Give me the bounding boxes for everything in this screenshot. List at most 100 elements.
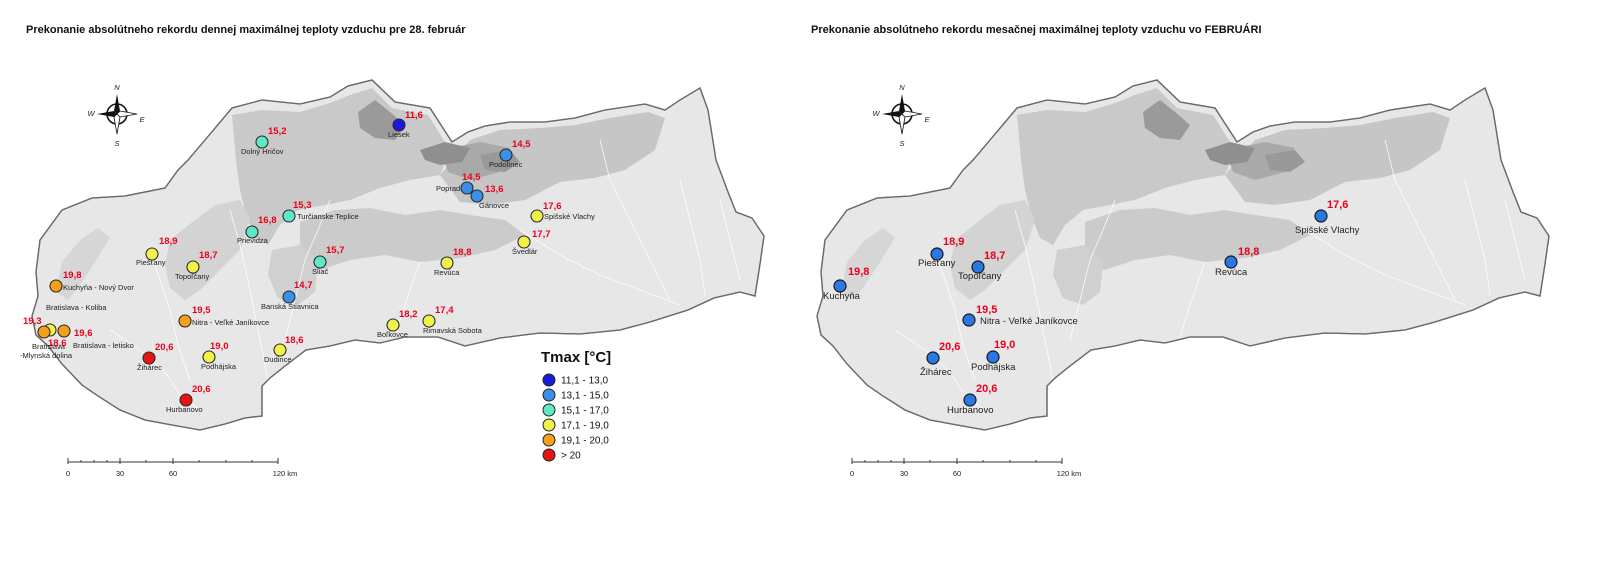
station-value: 15,3: [293, 200, 312, 211]
station-dot: [49, 279, 63, 293]
station-value: 18,9: [159, 236, 178, 247]
legend-label: 15,1 - 17,0: [561, 406, 609, 417]
station-marker: 11,6 Liesek: [388, 110, 423, 139]
station-value: 19,0: [994, 339, 1015, 351]
station-value: 18,7: [199, 250, 218, 261]
station-name: Švedlár: [512, 247, 538, 256]
legend-item: 19,1 - 20,0: [542, 433, 609, 447]
station-value: 19,8: [63, 270, 82, 281]
station-value: 16,8: [258, 215, 277, 226]
station-value: 15,2: [268, 126, 287, 137]
legend-item: 13,1 - 15,0: [542, 388, 609, 402]
station-marker: 15,2 Dolný Hričov: [241, 126, 287, 156]
station-dot: [470, 189, 484, 203]
station-name: -Mlynská dolina: [20, 351, 73, 360]
station-dot: [273, 343, 287, 357]
station-value: 19,6: [74, 328, 93, 339]
station-name: Prievidza: [237, 236, 269, 245]
station-dot: [1224, 255, 1238, 269]
station-dot: [313, 255, 327, 269]
station-value: 20,6: [939, 341, 960, 353]
station-dot: [57, 324, 71, 338]
scale-tick: 30: [116, 469, 124, 478]
station-name: Žihárec: [137, 363, 162, 372]
station-marker: 19,8 Kuchyňa: [823, 266, 869, 302]
station-value: 17,7: [532, 229, 551, 240]
station-marker: 19,3 Bratislava-Mlynská dolina: [20, 316, 73, 360]
compass-n: N: [114, 83, 120, 92]
station-dot: [833, 279, 847, 293]
legend-item: 17,1 - 19,0: [542, 418, 609, 432]
compass-s: S: [114, 139, 119, 148]
station-dot: [392, 118, 406, 132]
station-dot: [179, 393, 193, 407]
station-value: 14,7: [294, 280, 313, 291]
station-value: 17,6: [543, 201, 562, 212]
station-dot: [142, 351, 156, 365]
legend-swatch: [542, 403, 556, 417]
station-marker: 19,0 Podhájska: [201, 341, 237, 371]
station-marker: 15,7 Sliač: [312, 245, 345, 276]
station-dot: [963, 393, 977, 407]
station-name: Rimavská Sobota: [423, 326, 483, 335]
station-name: Žihárec: [920, 367, 952, 378]
station-dot: [178, 314, 192, 328]
station-marker: 17,7 Švedlár: [512, 229, 551, 256]
legend-label: 11,1 - 13,0: [561, 376, 609, 387]
station-value: 19,0: [210, 341, 229, 352]
station-value: 15,7: [326, 245, 345, 256]
legend-swatch: [542, 388, 556, 402]
station-name: Topoľčany: [958, 271, 1002, 282]
station-dot: [202, 350, 216, 364]
station-marker: 13,6 Gánovce: [470, 184, 509, 210]
station-name: Topoľčany: [175, 272, 210, 281]
station-name: Piešťany: [136, 258, 166, 267]
scale-tick: 60: [953, 469, 961, 478]
station-name: Bratislava - letisko: [73, 341, 134, 350]
legend: Tmax [°C] 11,1 - 13,0 13,1 - 15,0 15,1 - 1…: [541, 349, 611, 462]
station-marker: 19,6 Bratislava - letisko: [57, 324, 134, 350]
station-dot: [1314, 209, 1328, 223]
station-marker: 18,2 Boľkovce: [377, 309, 418, 339]
station-name: Spišské Vlachy: [544, 212, 595, 221]
station-value: 14,5: [512, 139, 531, 150]
station-name: Spišské Vlachy: [1295, 225, 1360, 236]
station-value: 18,2: [399, 309, 418, 320]
station-value: 11,6: [405, 110, 423, 121]
station-dot: [440, 256, 454, 270]
station-name: Gánovce: [479, 201, 509, 210]
station-marker: 20,6 Hurbanovo: [166, 384, 211, 414]
legend-label: 19,1 - 20,0: [561, 436, 609, 447]
scale-tick: 60: [169, 469, 177, 478]
station-name: Podhájska: [201, 362, 237, 371]
station-marker: 19,8 Kuchyňa - Nový Dvor: [49, 270, 134, 293]
station-value: 18,8: [1238, 246, 1259, 258]
station-marker: 20,6 Hurbanovo: [947, 383, 997, 416]
scale-tick: 0: [66, 469, 70, 478]
compass-w: W: [87, 109, 95, 118]
station-name: Hurbanovo: [166, 405, 203, 414]
station-marker: 20,6 Žihárec: [137, 342, 174, 372]
station-value: 18,7: [984, 250, 1005, 262]
station-value: 20,6: [976, 383, 997, 395]
legend-item: > 20: [542, 448, 581, 462]
left-map-title: Prekonanie absolútneho rekordu dennej ma…: [26, 24, 466, 36]
legend-title: Tmax [°C]: [541, 349, 611, 366]
station-name: Boľkovce: [377, 330, 408, 339]
station-marker: 18,9 Piešťany: [918, 236, 964, 269]
station-name: Turčianske Teplice: [297, 212, 359, 221]
scale-tick: 120 km: [1057, 469, 1082, 478]
station-value: 19,3: [23, 316, 42, 327]
station-marker: 18,9 Piešťany: [136, 236, 178, 267]
station-marker: 18,8 Revúca: [1215, 246, 1259, 278]
station-value: 20,6: [155, 342, 174, 353]
station-dot: [145, 247, 159, 261]
station-value: 17,6: [1327, 199, 1348, 211]
station-value: 20,6: [192, 384, 211, 395]
station-dot: [499, 148, 513, 162]
